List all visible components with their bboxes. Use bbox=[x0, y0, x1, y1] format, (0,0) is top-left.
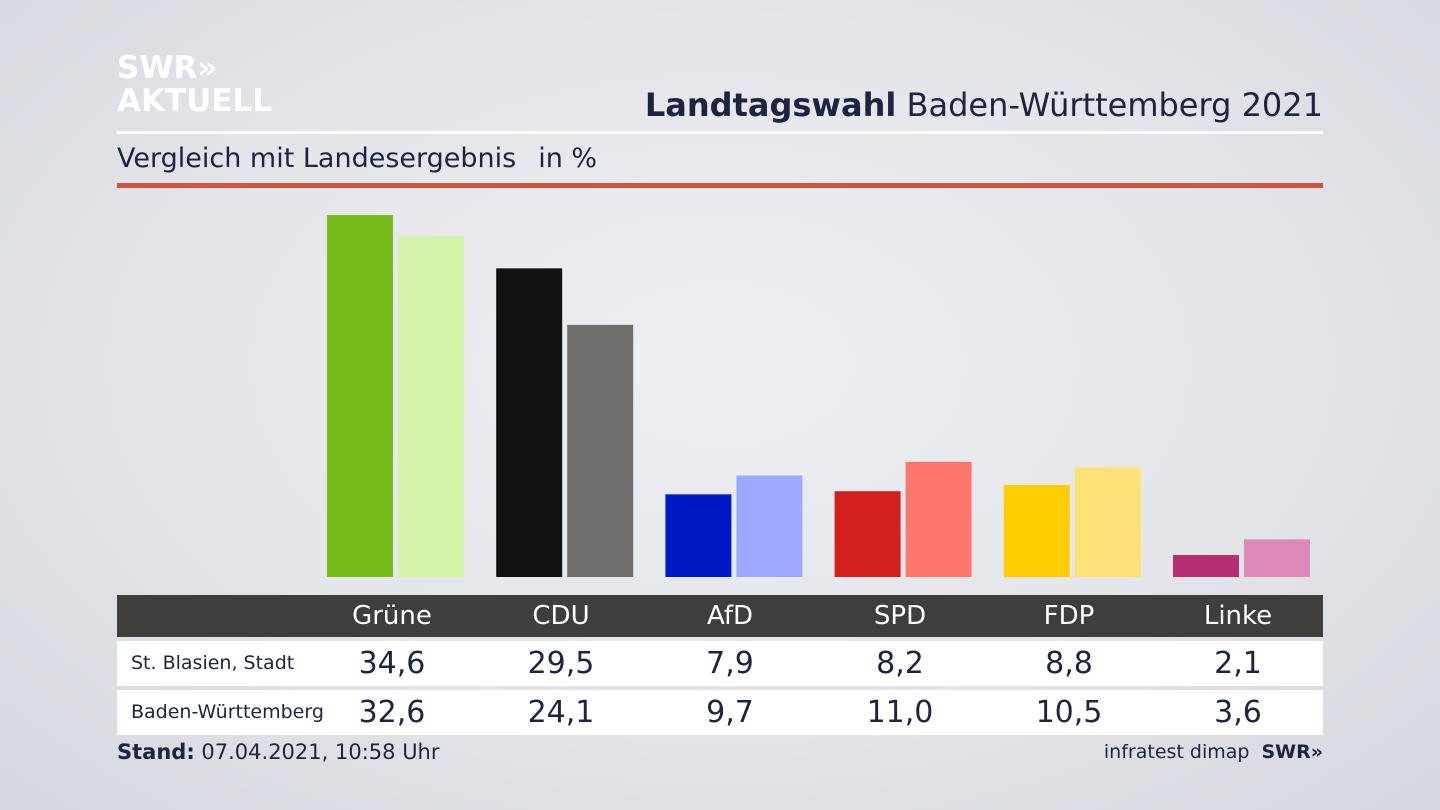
table-row: St. Blasien, Stadt 34,6 29,5 7,9 8,2 8,8… bbox=[117, 641, 1323, 686]
header-cdu: CDU bbox=[532, 601, 590, 631]
cell-value: 9,7 bbox=[706, 695, 754, 730]
cell-value: 24,1 bbox=[527, 695, 595, 730]
bar-spd-state bbox=[905, 461, 972, 577]
bar-chart bbox=[327, 215, 1310, 577]
swr-small-logo: SWR» bbox=[1261, 741, 1323, 763]
source-name: infratest dimap bbox=[1103, 741, 1250, 763]
chart-subtitle: Vergleich mit Landesergebnis in % bbox=[117, 143, 597, 174]
table-header: Grüne CDU AfD SPD FDP Linke bbox=[117, 595, 1323, 637]
title-bold: Landtagswahl bbox=[644, 86, 897, 124]
header-fdp: FDP bbox=[1043, 601, 1095, 631]
cell-value: 32,6 bbox=[358, 695, 426, 730]
cell-value: 8,8 bbox=[1045, 646, 1093, 681]
page-title: Landtagswahl Baden-Württemberg 2021 bbox=[645, 86, 1323, 124]
bar-cdu-local bbox=[496, 268, 563, 577]
stand-label: Stand: bbox=[117, 740, 195, 764]
header-linke: Linke bbox=[1203, 601, 1273, 631]
cell-value: 34,6 bbox=[358, 646, 426, 681]
cell-value: 11,0 bbox=[866, 695, 934, 730]
header-gruene: Grüne bbox=[352, 601, 432, 631]
bar-afd-local bbox=[665, 494, 732, 577]
bar-cdu-state bbox=[567, 324, 634, 577]
cell-value: 7,9 bbox=[706, 646, 754, 681]
bar-linke-local bbox=[1173, 555, 1239, 577]
cell-value: 8,2 bbox=[876, 646, 924, 681]
cell-value: 10,5 bbox=[1035, 695, 1103, 730]
bar-grne-local bbox=[327, 215, 393, 577]
subtitle-divider bbox=[117, 183, 1323, 188]
row-label-baden-wuerttemberg: Baden-Württemberg bbox=[131, 701, 324, 723]
subtitle-unit: in % bbox=[538, 143, 598, 174]
logo-line-2: AKTUELL bbox=[117, 83, 273, 119]
stand-value: 07.04.2021, 10:58 Uhr bbox=[201, 740, 440, 764]
source-credit: infratest dimap SWR» bbox=[1104, 741, 1323, 763]
bar-fdp-state bbox=[1074, 467, 1141, 577]
logo-line-1: SWR» bbox=[117, 50, 218, 86]
results-table: Grüne CDU AfD SPD FDP Linke St. Blasien,… bbox=[117, 595, 1323, 735]
bar-grne-state bbox=[398, 235, 464, 577]
swr-aktuell-logo: SWR» AKTUELL bbox=[117, 52, 272, 117]
timestamp: Stand: 07.04.2021, 10:58 Uhr bbox=[117, 740, 440, 764]
bar-afd-state bbox=[736, 475, 803, 577]
title-rest: Baden-Württemberg 2021 bbox=[906, 86, 1324, 124]
table-row: Baden-Württemberg 32,6 24,1 9,7 11,0 10,… bbox=[117, 690, 1323, 735]
header-afd: AfD bbox=[706, 601, 754, 631]
bar-fdp-local bbox=[1003, 484, 1070, 577]
row-label-st-blasien: St. Blasien, Stadt bbox=[131, 652, 295, 674]
bar-linke-state bbox=[1244, 539, 1310, 577]
bar-spd-local bbox=[834, 491, 901, 577]
cell-value: 2,1 bbox=[1214, 646, 1262, 681]
header-spd: SPD bbox=[873, 601, 927, 631]
cell-value: 3,6 bbox=[1214, 695, 1262, 730]
subtitle-text: Vergleich mit Landesergebnis bbox=[117, 143, 517, 174]
cell-value: 29,5 bbox=[527, 646, 595, 681]
title-divider bbox=[117, 131, 1323, 134]
